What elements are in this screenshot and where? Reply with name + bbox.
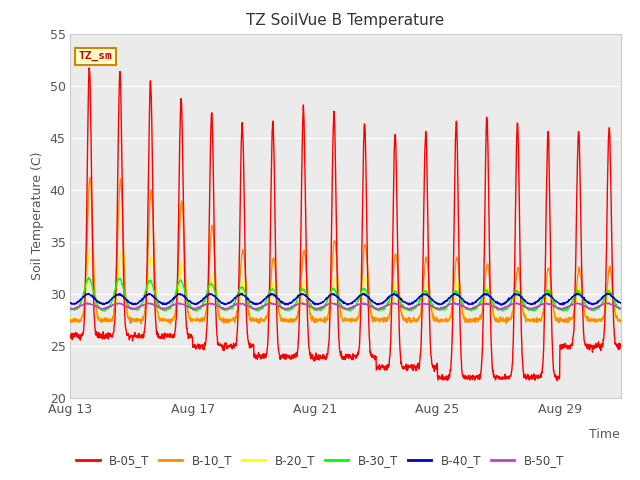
Title: TZ SoilVue B Temperature: TZ SoilVue B Temperature: [246, 13, 445, 28]
X-axis label: Time: Time: [589, 428, 620, 441]
Text: TZ_sm: TZ_sm: [79, 51, 113, 61]
Legend: B-05_T, B-10_T, B-20_T, B-30_T, B-40_T, B-50_T: B-05_T, B-10_T, B-20_T, B-30_T, B-40_T, …: [71, 449, 569, 472]
Y-axis label: Soil Temperature (C): Soil Temperature (C): [31, 152, 44, 280]
